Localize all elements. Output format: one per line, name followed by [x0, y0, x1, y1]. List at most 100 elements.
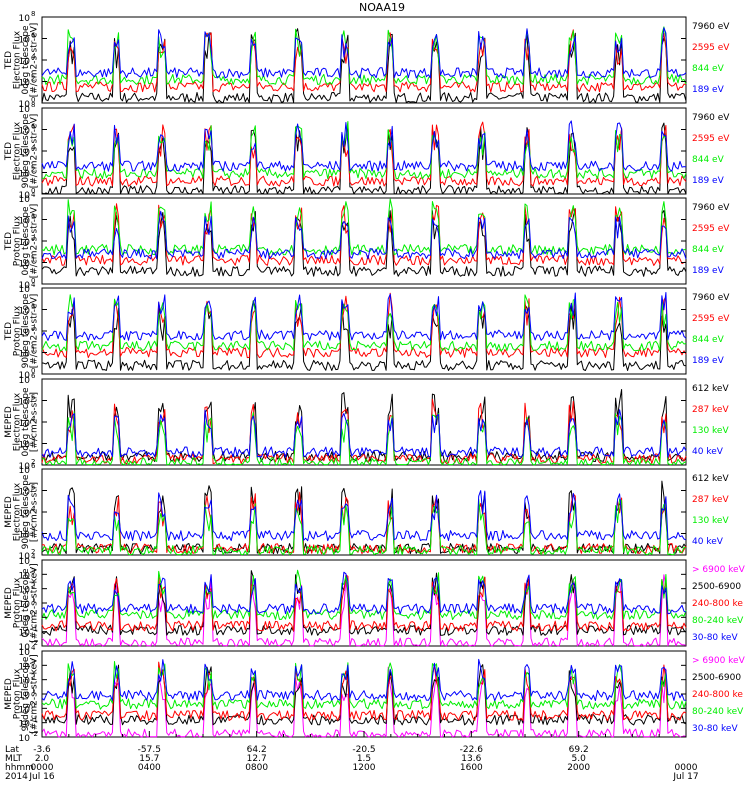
legend-entry: 7960 eV	[692, 293, 730, 303]
legend-entry: 7960 eV	[692, 22, 730, 32]
y-tick-exponent: -2	[31, 730, 38, 738]
y-tick-label: 10	[19, 328, 31, 338]
legend-entry: 189 eV	[692, 85, 725, 95]
y-tick-label: 10	[19, 571, 31, 581]
plot-frame	[41, 378, 687, 466]
y-tick-exponent: 1	[31, 596, 35, 604]
series-line	[41, 300, 687, 371]
plot-frame	[41, 468, 687, 556]
y-axis-label: Electron Flux	[13, 30, 23, 89]
y-tick-exponent: 4	[31, 191, 36, 199]
x-tick-label: 1600	[460, 763, 483, 773]
plot-frame	[41, 197, 687, 285]
y-tick-exponent: 2	[31, 582, 35, 590]
y-axis-label: MEPED	[4, 496, 14, 528]
y-tick-exponent: 0	[31, 367, 35, 375]
y-tick-label: 10	[19, 662, 31, 672]
y-tick-label: 10	[19, 170, 31, 180]
legend-entry: 30-80 keV	[692, 724, 738, 734]
y-tick-label: 10	[19, 720, 31, 730]
series-line	[41, 26, 687, 85]
y-tick-label: 10	[19, 509, 31, 519]
y-tick-label: 10	[19, 217, 31, 227]
series-line	[41, 658, 687, 702]
series-line	[41, 294, 687, 352]
y-axis-label: 0deg telescope	[21, 206, 31, 276]
y-axis-label: 90deg telescope	[21, 293, 31, 368]
x-tick-label: 13.6	[461, 754, 481, 764]
legend-entry: 80-240 keV	[692, 616, 744, 626]
y-tick-label: 10	[19, 734, 31, 744]
y-tick-exponent: 2	[31, 234, 35, 242]
y-tick-label: 10	[19, 614, 31, 624]
y-tick-exponent: 4	[31, 53, 36, 61]
y-tick-label: 10	[19, 105, 31, 115]
y-tick-exponent: 4	[31, 415, 36, 423]
x-tick-label: 64.2	[247, 745, 267, 755]
y-tick-label: 10	[19, 557, 31, 567]
y-tick-label: 10	[19, 79, 31, 89]
series-line	[41, 661, 687, 722]
plot-frame	[41, 287, 687, 375]
y-tick-label: 10	[19, 488, 31, 498]
y-tick-exponent: 1	[31, 256, 35, 264]
y-tick-exponent: 3	[31, 213, 35, 221]
y-axis-label: Proton Flux	[13, 305, 23, 356]
y-tick-label: 10	[19, 376, 31, 386]
series-line	[41, 661, 687, 710]
x-axis-row-label: hhmm	[5, 763, 34, 773]
y-axis-label: 90deg telescope	[21, 113, 31, 188]
legend-entry: 2595 eV	[692, 314, 730, 324]
x-tick-label: 0400	[138, 763, 161, 773]
y-tick-label: 10	[19, 643, 31, 653]
y-tick-exponent: 4	[31, 553, 36, 561]
y-axis-label: Electron Flux	[13, 482, 23, 541]
y-axis-label: [#/cm2-s-str-eV]	[30, 294, 40, 369]
series-line	[41, 574, 687, 647]
y-tick-label: 10	[19, 398, 31, 408]
y-tick-exponent: 4	[31, 144, 36, 152]
x-axis-row-label: Lat	[5, 745, 20, 755]
y-tick-exponent: 0	[31, 277, 35, 285]
y-axis-label: Proton Flux	[13, 668, 23, 719]
y-tick-label: 10	[19, 195, 31, 205]
legend-entry: 240-800 ke	[692, 690, 743, 700]
y-tick-label: 10	[19, 629, 31, 639]
y-axis-label: [#/cm2-s-str-keV]	[30, 654, 40, 733]
y-tick-exponent: 4	[31, 505, 36, 513]
legend-entry: 80-240 keV	[692, 707, 744, 717]
y-axis-label: 0deg telescope	[21, 25, 31, 95]
legend-entry: 844 eV	[692, 155, 725, 165]
series-line	[41, 411, 687, 466]
y-tick-exponent: 2	[31, 324, 35, 332]
y-tick-label: 10	[19, 36, 31, 46]
legend-entry: 7960 eV	[692, 113, 730, 123]
y-axis-label: 90deg telescope	[21, 656, 31, 731]
y-tick-label: 10	[19, 441, 31, 451]
y-tick-exponent: 2	[31, 548, 35, 556]
y-tick-label: 10	[19, 127, 31, 137]
legend-entry: 287 keV	[692, 495, 729, 505]
y-tick-label: 10	[19, 281, 31, 291]
legend-entry: 844 eV	[692, 245, 725, 255]
x-tick-label: 0000	[675, 763, 698, 773]
y-tick-exponent: 2	[31, 673, 35, 681]
y-tick-label: 10	[19, 371, 31, 381]
y-tick-exponent: 8	[31, 101, 35, 109]
y-axis-label: [#/cm2-s-str-eV]	[30, 114, 40, 189]
series-line	[41, 490, 687, 542]
y-tick-label: 10	[19, 691, 31, 701]
y-axis-label: TED	[4, 142, 14, 161]
x-tick-label: -57.5	[138, 745, 161, 755]
y-axis-label: MEPED	[4, 678, 14, 710]
series-line	[41, 121, 687, 180]
y-tick-exponent: 0	[31, 701, 35, 709]
y-tick-exponent: 3	[31, 303, 35, 311]
series-line	[41, 198, 687, 256]
